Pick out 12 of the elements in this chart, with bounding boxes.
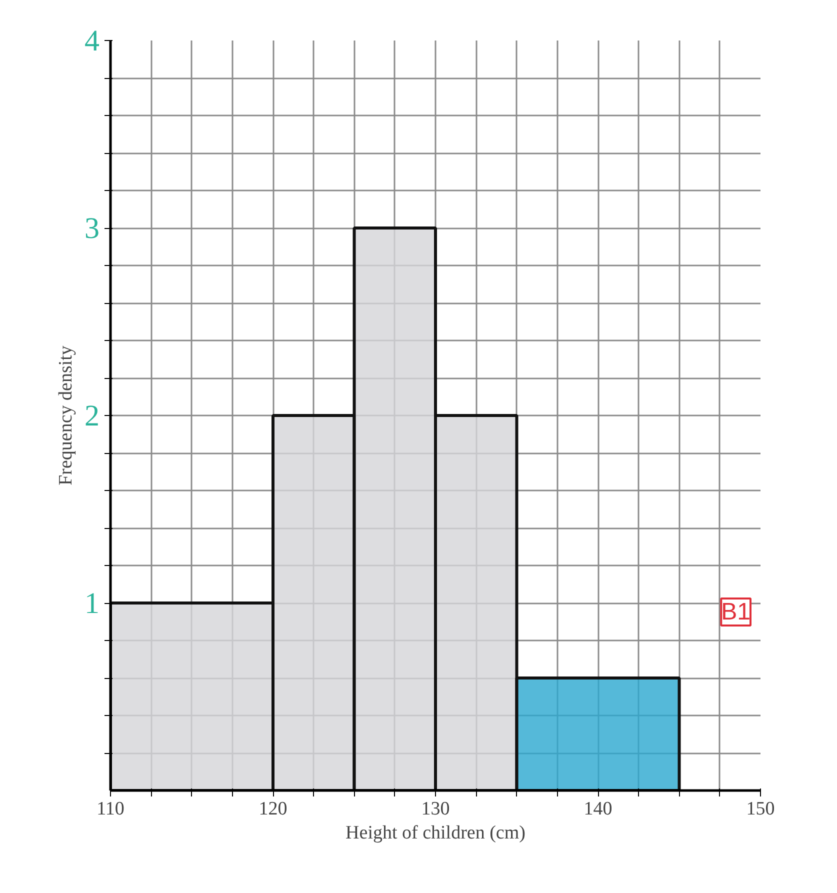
y-tick-label: 3 xyxy=(84,212,100,245)
annotation: B1 xyxy=(721,598,751,626)
x-tick-label: 140 xyxy=(584,798,612,820)
x-axis-title: Height of children (cm) xyxy=(346,822,526,844)
x-tick-label: 120 xyxy=(258,798,288,820)
y-tick-label: 4 xyxy=(84,24,100,58)
y-tick-label: 2 xyxy=(84,400,100,432)
x-tick-label: 150 xyxy=(746,798,775,820)
x-tick-label: 130 xyxy=(421,798,450,820)
y-axis-title: Frequency density xyxy=(56,345,76,486)
y-tick-label: 1 xyxy=(84,587,100,620)
x-tick-label: 110 xyxy=(96,798,124,820)
